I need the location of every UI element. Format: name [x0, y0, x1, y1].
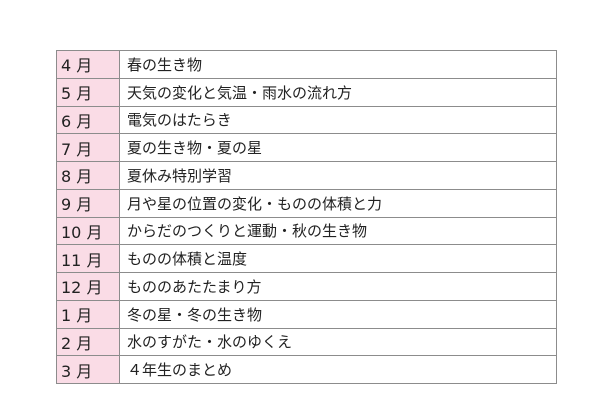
topic-cell: 電気のはたらき — [119, 105, 557, 135]
table-row: 7 月夏の生き物・夏の星 — [56, 133, 557, 162]
table-row: 3 月 ４年生のまとめ — [56, 355, 557, 384]
table-row: 2 月水のすがた・水のゆくえ — [56, 327, 557, 357]
month-cell: 11 月 — [56, 244, 120, 273]
topic-cell: 天気の変化と気温・雨水の流れ方 — [119, 77, 557, 107]
table-row: 5 月天気の変化と気温・雨水の流れ方 — [56, 77, 557, 107]
month-cell: 12 月 — [56, 272, 120, 301]
table-row: 12 月もののあたたまり方 — [56, 272, 557, 301]
month-cell: 8 月 — [56, 161, 120, 190]
table-row: 9 月月や星の位置の変化・ものの体積と力 — [56, 188, 557, 218]
topic-cell: 月や星の位置の変化・ものの体積と力 — [119, 188, 557, 218]
month-cell: 6 月 — [56, 105, 120, 135]
month-cell: 4 月 — [56, 50, 120, 79]
topic-cell: からだのつくりと運動・秋の生き物 — [119, 216, 557, 246]
table-row: 10 月からだのつくりと運動・秋の生き物 — [56, 216, 557, 246]
schedule-table: 4 月春の生き物 5 月天気の変化と気温・雨水の流れ方 6 月電気のはたらき 7 月夏… — [56, 50, 557, 384]
topic-cell: もののあたたまり方 — [119, 272, 557, 301]
month-cell: 7 月 — [56, 133, 120, 162]
table-row: 1 月冬の星・冬の生き物 — [56, 299, 557, 329]
month-cell: 1 月 — [56, 299, 120, 329]
topic-cell: 夏の生き物・夏の星 — [119, 133, 557, 162]
topic-cell: 冬の星・冬の生き物 — [119, 299, 557, 329]
month-cell: 2 月 — [56, 327, 120, 357]
month-cell: 9 月 — [56, 188, 120, 218]
topic-cell: 春の生き物 — [119, 50, 557, 79]
month-cell: 3 月 — [56, 355, 120, 384]
table-row: 6 月電気のはたらき — [56, 105, 557, 135]
topic-cell: ものの体積と温度 — [119, 244, 557, 273]
table-row: 8 月夏休み特別学習 — [56, 161, 557, 190]
topic-cell: 夏休み特別学習 — [119, 161, 557, 190]
table-row: 4 月春の生き物 — [56, 50, 557, 79]
topic-cell: 水のすがた・水のゆくえ — [119, 327, 557, 357]
table-row: 11 月ものの体積と温度 — [56, 244, 557, 273]
month-cell: 5 月 — [56, 77, 120, 107]
topic-cell: ４年生のまとめ — [119, 355, 557, 384]
month-cell: 10 月 — [56, 216, 120, 246]
